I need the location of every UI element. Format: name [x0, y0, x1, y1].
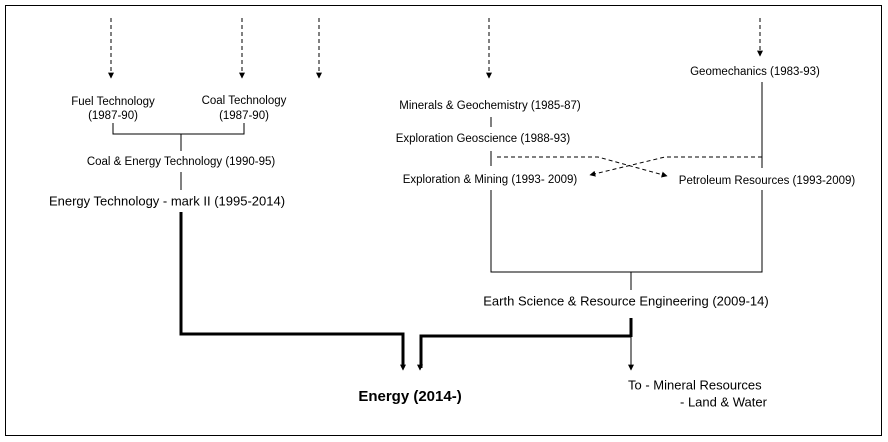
- node-label: Exploration Geoscience (1988-93): [396, 133, 571, 145]
- node-label: Coal & Energy Technology (1990-95): [87, 156, 276, 168]
- node-label: Coal Technology: [202, 95, 287, 107]
- node-label: Energy Technology - mark II (1995-2014): [49, 193, 285, 208]
- frame: [5, 5, 882, 436]
- node-label: Earth Science & Resource Engineering (20…: [483, 293, 768, 308]
- node-label: (1987-90): [219, 110, 269, 122]
- node-label: Minerals & Geochemistry (1985-87): [399, 100, 581, 112]
- node-label: Geomechanics (1983-93): [690, 66, 820, 78]
- node-label: Petroleum Resources (1993-2009): [679, 175, 856, 187]
- node-label: Exploration & Mining (1993- 2009): [403, 174, 578, 186]
- node-label: (1987-90): [88, 110, 138, 122]
- node-label: Energy (2014-): [358, 388, 461, 405]
- node-label: To - Mineral Resources: [628, 377, 762, 392]
- node-label: - Land & Water: [680, 394, 768, 409]
- connectors: [108, 18, 763, 371]
- node-label: Fuel Technology: [71, 96, 155, 108]
